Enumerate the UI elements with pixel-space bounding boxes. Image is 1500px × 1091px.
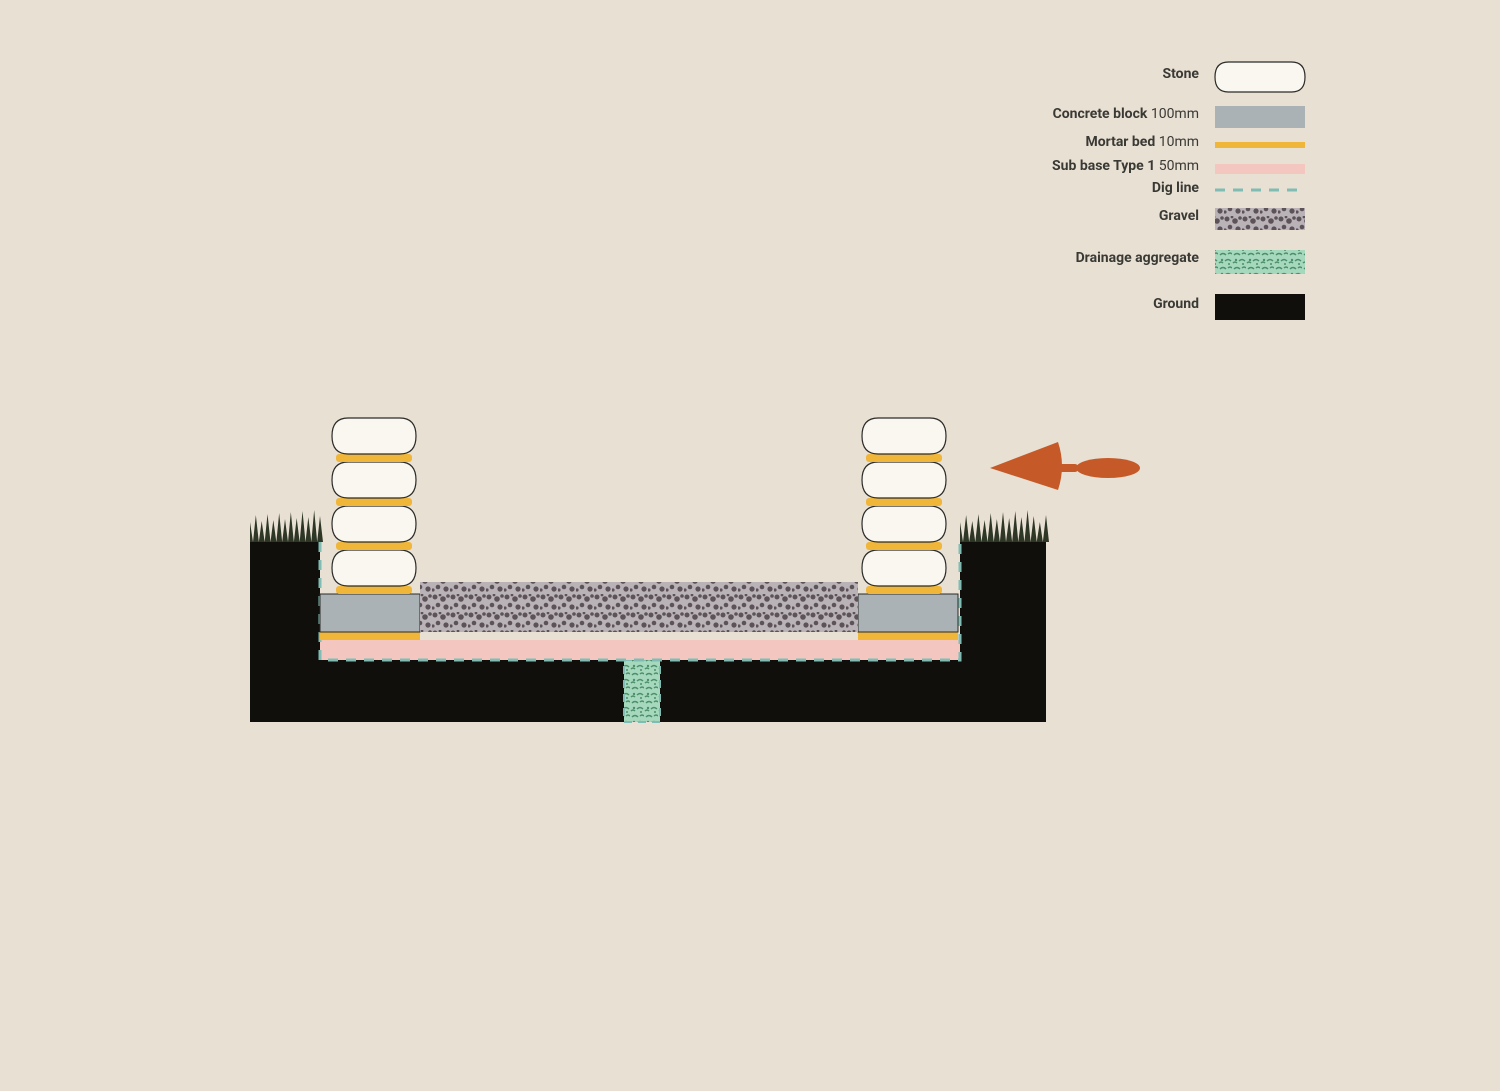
legend-swatch-subbase — [1215, 164, 1305, 174]
stone-pier-left — [332, 418, 416, 594]
legend-swatch-ground — [1215, 294, 1305, 320]
legend-label-drain: Drainage aggregate — [1076, 250, 1200, 266]
legend-swatch-gravel — [1215, 208, 1305, 230]
drainage-aggregate — [624, 660, 660, 722]
legend-label-concrete: Concrete block 100mm — [1053, 106, 1199, 122]
gravel-top — [420, 582, 858, 594]
stone — [332, 550, 416, 586]
stone — [862, 418, 946, 454]
legend-swatch-mortar — [1215, 142, 1305, 148]
mortar-right — [858, 632, 958, 640]
stone-pier-right — [862, 418, 946, 594]
mortar-left — [320, 632, 420, 640]
stone — [862, 462, 946, 498]
mortar-joint — [336, 454, 412, 462]
mortar-joint — [336, 542, 412, 550]
sub-base — [320, 640, 960, 660]
mortar-joint — [866, 542, 942, 550]
legend-label-mortar: Mortar bed 10mm — [1085, 134, 1199, 150]
stone — [332, 462, 416, 498]
stone — [862, 506, 946, 542]
mortar-joint — [866, 498, 942, 506]
stone — [862, 550, 946, 586]
mortar-joint — [866, 586, 942, 594]
legend-label-digline: Dig line — [1152, 180, 1200, 196]
legend-label-stone: Stone — [1163, 66, 1200, 82]
gravel-fill — [420, 594, 858, 632]
mortar-joint — [336, 586, 412, 594]
legend-swatch-drain — [1215, 250, 1305, 274]
legend-label-ground: Ground — [1153, 296, 1199, 312]
concrete-block-left — [320, 594, 420, 632]
legend-swatch-concrete — [1215, 106, 1305, 128]
mortar-joint — [336, 498, 412, 506]
legend-label-subbase: Sub base Type 1 50mm — [1052, 158, 1199, 174]
canvas-bg — [0, 0, 1500, 1091]
stone — [332, 418, 416, 454]
legend-label-gravel: Gravel — [1159, 208, 1199, 224]
legend-swatch-stone — [1215, 62, 1305, 92]
concrete-block-right — [858, 594, 958, 632]
stone — [332, 506, 416, 542]
mortar-joint — [866, 454, 942, 462]
construction-diagram: Stone Concrete block 100mm Mortar bed 10mm… — [0, 0, 1500, 1091]
